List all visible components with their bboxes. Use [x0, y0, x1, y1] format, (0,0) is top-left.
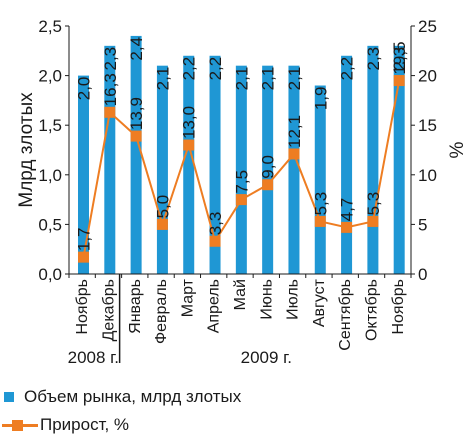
bar: [209, 55, 221, 275]
growth-marker: [209, 235, 221, 247]
y-tick-label: 1,0: [38, 166, 62, 185]
x-tick-label: Май: [232, 279, 249, 310]
bar-value-label: 2,0: [75, 77, 94, 101]
growth-value-label: 9,0: [259, 155, 278, 179]
growth-value-label: 16,3: [101, 73, 120, 106]
labels-layer: 2,02,3 2,42,1 2,2 2,2 2,1 2,1 2,11,92,2 2,3 2,31…: [75, 37, 410, 251]
growth-marker: [262, 179, 274, 191]
growth-value-label: 13,9: [127, 97, 146, 130]
y-tick-label: 2,0: [38, 67, 62, 86]
y2-tick-label: 10: [418, 166, 437, 185]
growth-value-label: 13,0: [180, 106, 199, 139]
x-tick-label: Июль: [285, 279, 302, 320]
x-tick-label: Сентябрь: [337, 279, 354, 351]
x-tick-label: Ноябрь: [74, 279, 91, 335]
bar-value-label: 2,2: [338, 57, 357, 81]
year-group-label: 2009 г.: [241, 348, 292, 367]
bar: [130, 35, 142, 274]
legend-item-volume: Объем рынка, млрд злотых: [0, 386, 474, 408]
y-tick-label: 1,5: [38, 116, 62, 135]
bar: [314, 85, 326, 275]
bars-layer: [78, 35, 405, 275]
growth-value-label: 5,0: [153, 195, 172, 219]
growth-line-layer: [78, 75, 405, 263]
growth-marker: [314, 215, 326, 227]
bar: [156, 65, 168, 275]
y-tick-label: 0,0: [38, 265, 62, 284]
bar-value-label: 2,3: [390, 47, 409, 71]
bar: [288, 65, 300, 275]
bar: [393, 45, 405, 275]
x-tick-label: Апрель: [206, 279, 223, 333]
bar-value-label: 2,2: [206, 57, 225, 81]
x-tick-label: Февраль: [153, 279, 170, 344]
bar: [78, 75, 89, 274]
x-tick-label: Август: [311, 278, 328, 327]
bar-value-label: 2,1: [232, 67, 251, 91]
year-group-label: 2008 г.: [68, 348, 119, 367]
growth-marker: [156, 218, 168, 230]
growth-value-label: 4,7: [338, 198, 357, 222]
bar-value-label: 2,2: [180, 57, 199, 81]
x-tick-label: Ноябрь: [390, 279, 407, 335]
growth-value-label: 7,5: [232, 170, 251, 194]
growth-value-label: 1,7: [75, 227, 94, 251]
growth-marker: [367, 215, 379, 227]
bar-value-label: 2,1: [285, 67, 304, 91]
x-tick-label: Декабрь: [100, 279, 117, 341]
growth-marker: [78, 251, 89, 263]
x-tick-label: Июнь: [258, 279, 275, 320]
bar: [235, 65, 247, 275]
y-tick-label: 2,5: [38, 17, 62, 36]
legend-marker-growth: [12, 420, 23, 431]
growth-marker: [104, 106, 116, 118]
growth-marker: [235, 194, 247, 206]
bar-value-label: 1,9: [311, 87, 330, 111]
bar-value-label: 2,1: [259, 67, 278, 91]
y2-tick-label: 15: [418, 116, 437, 135]
bar: [104, 45, 116, 275]
growth-marker: [393, 75, 405, 87]
growth-marker: [130, 130, 142, 142]
y-tick-label: 0,5: [38, 215, 62, 234]
y2-tick-label: 20: [418, 67, 437, 86]
bar-value-label: 2,3: [101, 47, 120, 71]
bar: [262, 65, 274, 275]
growth-value-label: 3,3: [206, 212, 225, 236]
y2-tick-label: 0: [418, 265, 427, 284]
growth-marker: [288, 148, 300, 160]
y2-tick-label: 5: [418, 215, 427, 234]
bar-value-label: 2,3: [364, 47, 383, 71]
legend-item-growth: Прирост, %: [0, 414, 474, 436]
legend-label-growth: Прирост, %: [40, 415, 130, 434]
bar-value-label: 2,1: [153, 67, 172, 91]
growth-value-label: 19,5: [390, 41, 409, 74]
growth-marker: [341, 221, 353, 233]
x-tick-label: Октябрь: [364, 279, 381, 341]
y-axis-label: Млрд злотых: [16, 92, 37, 208]
bar-value-label: 2,4: [127, 37, 146, 61]
growth-marker: [183, 139, 195, 151]
growth-value-label: 12,1: [285, 115, 304, 148]
legend-label-volume: Объем рынка, млрд злотых: [24, 387, 242, 406]
bar: [341, 55, 353, 275]
axes-layer: 0,0 0,5 1,0 1,5 2,0 2,5 0 5 10 15 20 25 Ноябрь Декабр…: [38, 17, 437, 367]
x-tick-label: Март: [179, 278, 196, 317]
y2-axis-label: %: [447, 141, 468, 158]
growth-value-label: 5,3: [311, 192, 330, 216]
legend-swatch-volume: [4, 392, 14, 402]
x-tick-label: Январь: [127, 279, 144, 334]
bar: [183, 55, 195, 275]
growth-value-label: 5,3: [364, 192, 383, 216]
y2-tick-label: 25: [418, 17, 437, 36]
bar: [367, 45, 379, 275]
